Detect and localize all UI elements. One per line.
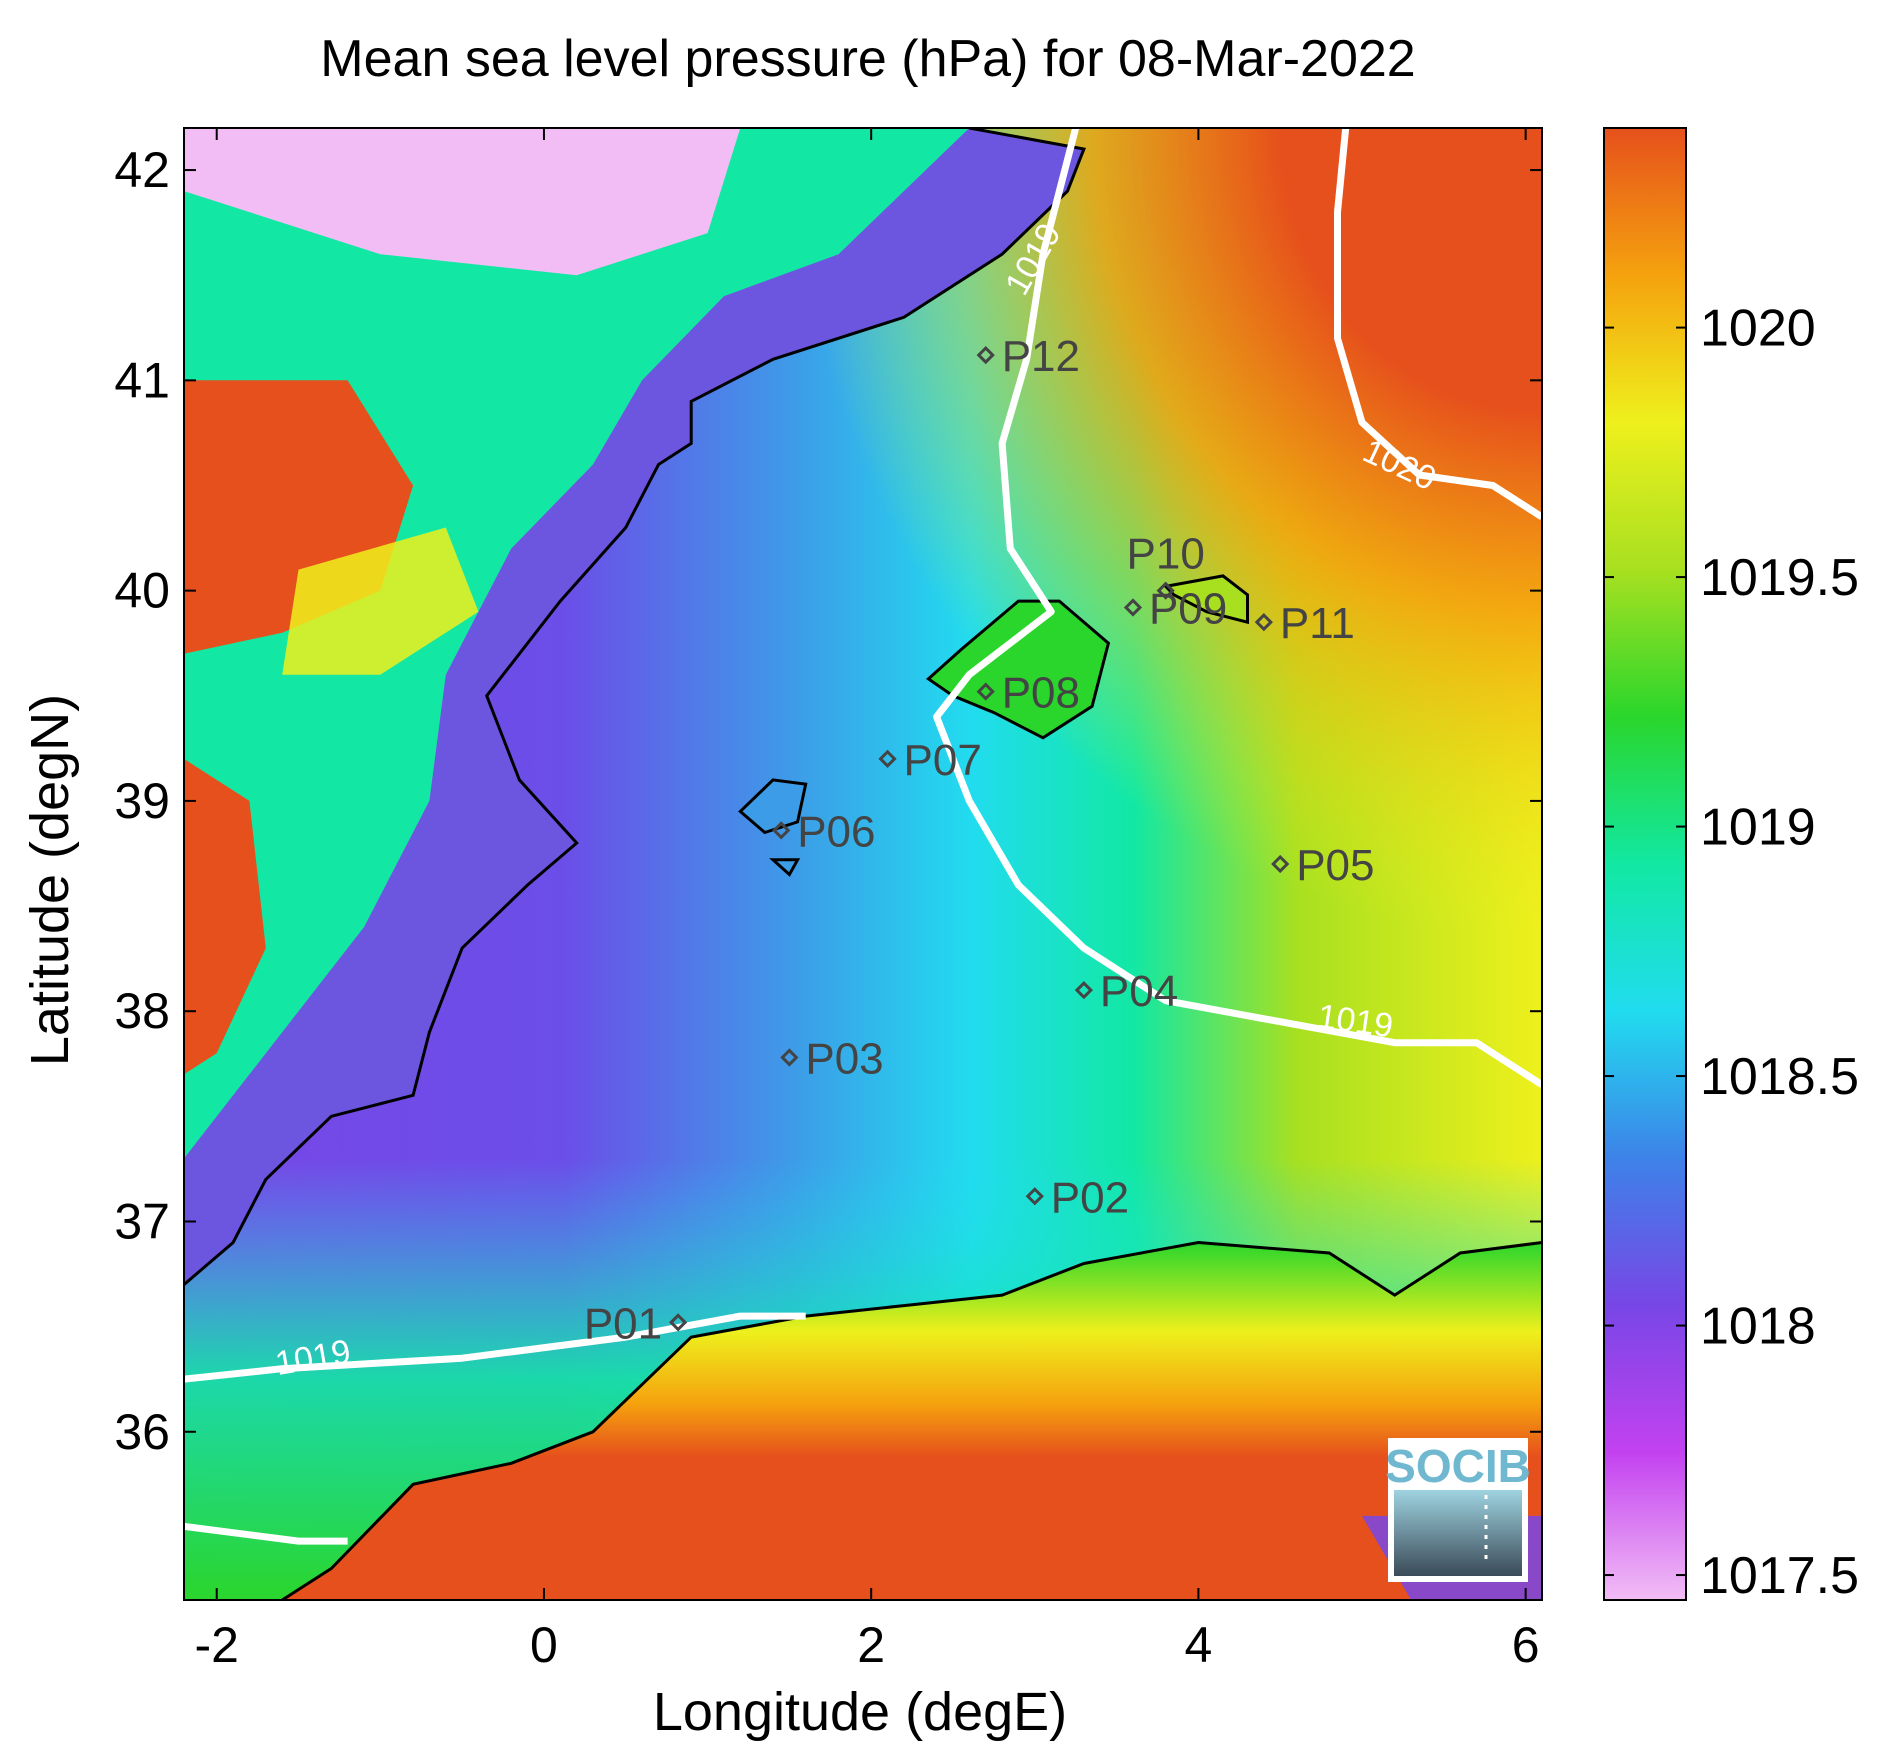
station-marker [1254,613,1273,632]
station-label: P02 [1051,1173,1129,1222]
land-high-southeast [184,758,266,1075]
x-tick-label: 6 [1512,1617,1540,1673]
station-marker [772,821,791,840]
station-label: P06 [797,807,875,856]
island-menorca [1162,574,1249,625]
y-tick-label: 39 [114,773,170,829]
island-ibiza [738,778,808,835]
socib-logo: SOCIB [1385,1438,1531,1582]
colorbar-gradient [1603,127,1687,1601]
station-label: P03 [805,1034,883,1083]
station-marker [668,1313,688,1332]
x-tick-label: 4 [1185,1617,1213,1673]
station-label: P11 [1280,599,1355,648]
island-mallorca [925,599,1111,740]
station-label: P01 [584,1299,662,1348]
station-marker [1123,598,1143,617]
land-iberia-coastal [184,128,1084,1285]
isobar-line [1334,128,1542,520]
station-label: P05 [1296,841,1374,890]
coastline-iberia [184,128,1086,1286]
station-label: P07 [904,736,982,785]
station-label: P08 [1002,669,1080,718]
plot-title: Mean sea level pressure (hPa) for 08-Mar… [320,30,1415,88]
colorbar-tick-label: 1018.5 [1700,1048,1859,1106]
y-axis-title: Latitude (degN) [20,694,80,1066]
isobar-line [184,1522,348,1545]
station-marker [1074,981,1094,1000]
logo-wave [1394,1490,1522,1576]
y-tick-label: 36 [114,1404,170,1460]
colorbar: 1017.5 1018 1018.5 1019 1019.5 1020 [1603,127,1859,1605]
station-marker [1156,581,1175,600]
y-tick-label: 42 [114,142,170,198]
station-marker [1025,1187,1044,1206]
x-axis-title: Longitude (degE) [653,1682,1067,1742]
land-mid-relief [282,527,479,675]
x-tick-label: 0 [530,1617,558,1673]
station-marker [976,345,995,365]
y-tick-label: 40 [114,563,170,619]
station-marker [1271,854,1290,874]
colorbar-tick-label: 1019.5 [1700,549,1859,607]
y-axis: 36 37 38 39 40 41 42 [114,142,1542,1460]
station-label: P04 [1100,967,1178,1016]
colorbar-tick-label: 1017.5 [1700,1547,1859,1605]
x-axis: -2 0 2 4 6 [194,128,1540,1673]
colorbar-tick-label: 1019 [1700,799,1816,857]
coastline-north-africa [281,1240,1542,1600]
colorbar-tick-label: 1020 [1700,300,1816,358]
colorbar-tick-label: 1018 [1700,1298,1816,1356]
logo-text: SOCIB [1385,1440,1531,1492]
station-marker [780,1048,799,1067]
land-low-pressure-north [184,128,741,276]
isobar-line [933,128,1542,1088]
land-north-africa [184,1242,1542,1600]
y-tick-label: 41 [114,352,170,408]
station-label: P10 [1127,530,1205,579]
x-tick-label: -2 [194,1617,238,1673]
station-label: P12 [1002,332,1080,381]
plot-frame [183,127,1543,1601]
y-tick-label: 38 [114,983,170,1039]
station-marker [878,749,897,768]
isobar-line [184,1312,806,1383]
station-marker [976,682,995,701]
island-formentera [769,858,801,877]
map-plot-area: 1019102010191019P01P02P03P04P05P06P07P08… [184,128,1542,1600]
x-tick-label: 2 [857,1617,885,1673]
y-tick-label: 37 [114,1193,170,1249]
